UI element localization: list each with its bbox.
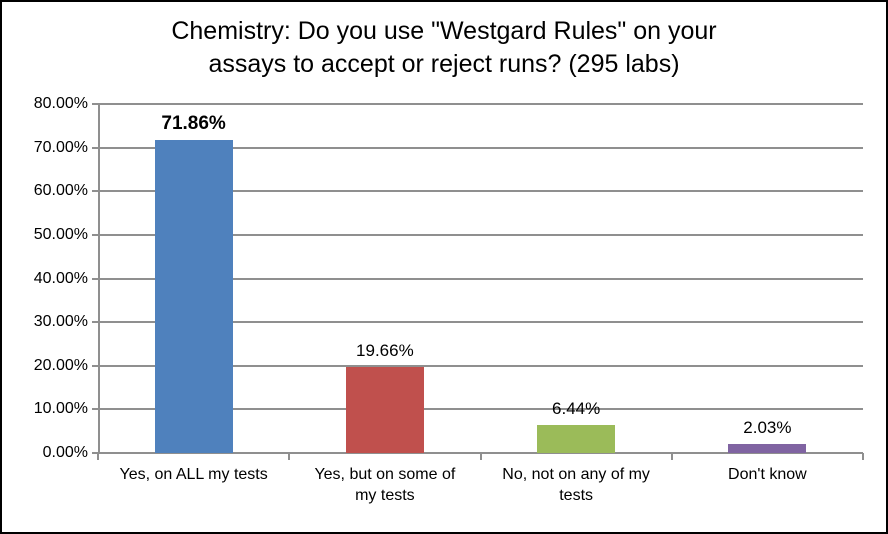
- y-axis-tick: [92, 277, 98, 280]
- y-axis-label: 30.00%: [33, 313, 88, 331]
- y-axis-tick: [92, 190, 98, 193]
- chart-title: Chemistry: Do you use "Westgard Rules" o…: [171, 17, 717, 78]
- gridline: [98, 321, 863, 324]
- y-axis-label: 10.00%: [33, 400, 88, 418]
- y-axis-tick: [92, 364, 98, 367]
- gridline: [98, 408, 863, 411]
- x-axis-tick: [97, 453, 99, 460]
- gridline: [98, 146, 863, 149]
- gridline: [98, 103, 863, 105]
- gridline: [98, 233, 863, 236]
- y-axis-tick: [92, 146, 98, 149]
- y-axis-tick: [92, 452, 98, 454]
- bar: [345, 367, 424, 453]
- x-axis-category-label: No, not on any of my tests: [502, 466, 650, 504]
- x-axis-tick: [670, 453, 673, 460]
- y-axis-label: 80.00%: [33, 95, 88, 112]
- gridline: [98, 277, 863, 280]
- y-axis-label: 50.00%: [33, 225, 88, 243]
- y-axis-label: 60.00%: [33, 182, 88, 200]
- y-axis-label: 0.00%: [42, 444, 88, 461]
- x-axis-tick: [862, 453, 864, 460]
- bar: [728, 444, 807, 453]
- y-axis-label: 40.00%: [33, 269, 88, 287]
- x-axis-category-label: Don't know: [728, 466, 807, 483]
- bar: [154, 139, 233, 453]
- bar-value-label: 71.86%: [161, 112, 226, 134]
- y-axis-line: [98, 104, 100, 454]
- bar-value-label: 19.66%: [356, 341, 414, 361]
- gridline: [98, 364, 863, 367]
- gridline: [98, 190, 863, 193]
- y-axis-label: 70.00%: [33, 138, 88, 156]
- x-axis-tick: [288, 453, 291, 460]
- y-axis-tick: [92, 103, 98, 105]
- x-axis-category-label: Yes, on ALL my tests: [119, 466, 268, 483]
- x-axis-tick: [479, 453, 482, 460]
- y-axis-tick: [92, 408, 98, 411]
- bar-value-label: 6.44%: [552, 398, 601, 418]
- bar: [537, 424, 616, 453]
- y-axis-tick: [92, 233, 98, 236]
- bar-value-label: 2.03%: [743, 418, 792, 438]
- x-axis-category-label: Yes, but on some of my tests: [314, 466, 456, 504]
- y-axis-label: 20.00%: [33, 356, 88, 374]
- y-axis-tick: [92, 321, 98, 324]
